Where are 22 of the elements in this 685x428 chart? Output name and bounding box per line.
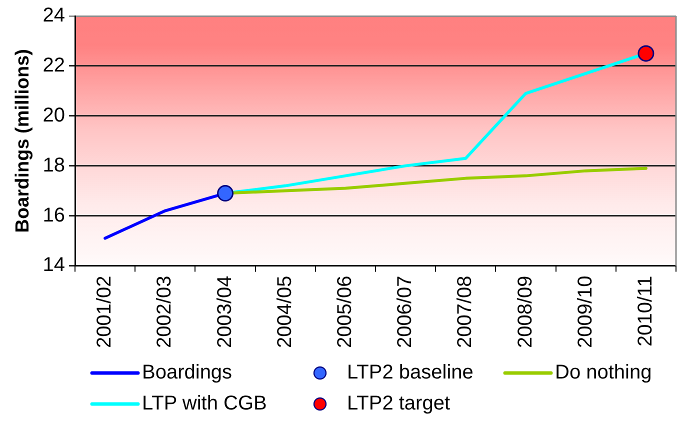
x-tick-label: 2006/07	[394, 276, 416, 348]
y-tick-label: 20	[42, 104, 66, 126]
y-tick-label: 14	[42, 254, 66, 276]
legend-label: Boardings	[142, 362, 232, 384]
x-tick-label: 2003/04	[214, 276, 236, 348]
x-tick-label: 2010/11	[634, 276, 656, 347]
x-tick-label: 2009/10	[574, 276, 596, 348]
y-tick-label: 24	[42, 4, 66, 27]
legend-label: LTP2 target	[347, 392, 450, 415]
y-tick-label: 22	[42, 54, 66, 76]
legend-label: LTP with CGB	[142, 392, 267, 415]
x-tick-label: 2001/02	[94, 276, 116, 348]
y-axis-title: Boardings (millions)	[12, 49, 34, 233]
y-tick-label: 18	[42, 154, 66, 176]
x-tick-label: 2008/09	[514, 276, 536, 348]
x-tick-label: 2007/08	[454, 276, 476, 348]
y-tick-label: 16	[42, 204, 66, 226]
legend-label: Do nothing	[555, 362, 652, 384]
x-tick-label: 2002/03	[154, 276, 176, 348]
legend-label: LTP2 baseline	[347, 362, 474, 384]
x-tick-label: 2004/05	[274, 276, 296, 348]
x-tick-label: 2005/06	[334, 276, 356, 348]
